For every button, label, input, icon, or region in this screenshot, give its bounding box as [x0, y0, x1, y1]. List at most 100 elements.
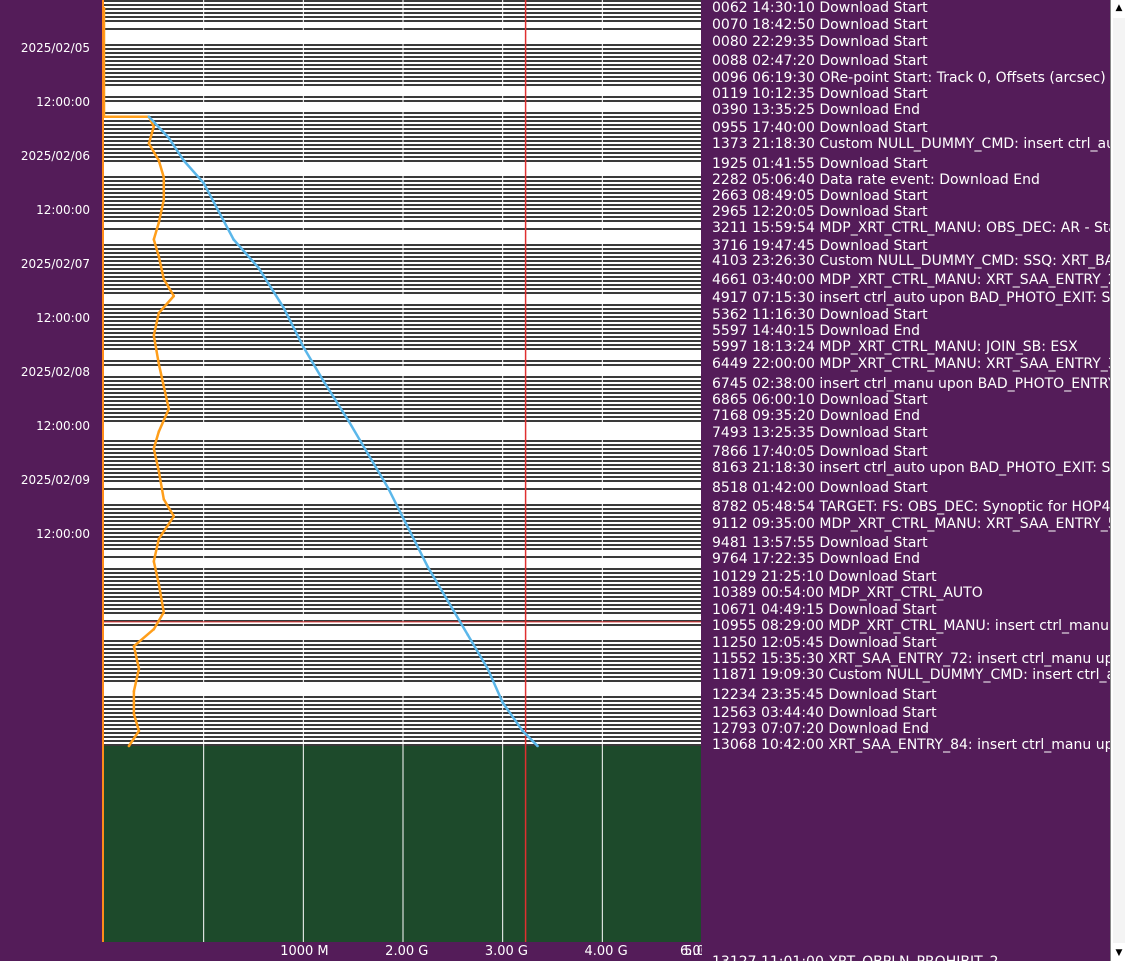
series-1-point — [157, 430, 161, 433]
log-entry[interactable]: 6865 06:00:10 Download Start — [712, 392, 928, 408]
x-axis: 1000 M2.00 G3.00 G4.00 G5.00 G6.00 G — [102, 942, 727, 961]
log-entry[interactable]: 0119 10:12:35 Download Start — [712, 86, 928, 102]
log-entry[interactable]: 0062 14:30:10 Download Start — [712, 0, 928, 16]
event-log-panel[interactable]: 0062 14:30:10 Download Start 0070 18:42:5… — [702, 0, 1110, 961]
series-2-point — [302, 345, 305, 349]
series-1-point — [162, 176, 166, 179]
series-1-point — [172, 294, 176, 298]
series-1-point — [172, 514, 176, 518]
log-entry[interactable]: 10955 08:29:00 MDP_XRT_CTRL_MANU: insert… — [712, 618, 1110, 634]
log-entry[interactable]: 2282 05:06:40 Data rate event: Download … — [712, 172, 1040, 188]
series-2-point — [466, 633, 470, 637]
log-entry[interactable]: 2663 08:49:05 Download Start — [712, 188, 928, 204]
log-entry[interactable]: 11871 19:09:30 Custom NULL_DUMMY_CMD: in… — [712, 667, 1110, 683]
plot-svg — [104, 0, 701, 942]
log-entry[interactable]: 6449 22:00:00 MDP_XRT_CTRL_MANU: XRT_SAA… — [712, 356, 1110, 372]
scrollbar-track[interactable] — [1113, 18, 1125, 943]
series-2-point — [282, 306, 285, 309]
series-2-point — [406, 526, 410, 529]
log-entry[interactable]: 8518 01:42:00 Download Start — [712, 480, 928, 496]
log-entry[interactable]: 9481 13:57:55 Download Start — [712, 535, 928, 551]
log-entry[interactable]: 10129 21:25:10 Download Start — [712, 569, 937, 585]
series-1-point — [152, 334, 156, 337]
series-1-point — [137, 729, 141, 733]
log-entry[interactable]: 4103 23:26:30 Custom NULL_DUMMY_CMD: SSQ… — [712, 253, 1110, 269]
log-entry[interactable]: 7493 13:25:35 Download Start — [712, 425, 928, 441]
arrow-down-icon[interactable]: ▼ — [1115, 948, 1123, 958]
series-2-point — [257, 266, 260, 270]
series-2-point — [366, 452, 370, 456]
log-entry[interactable]: 6745 02:38:00 insert ctrl_manu upon BAD_… — [712, 376, 1110, 392]
log-entry[interactable]: 4917 07:15:30 insert ctrl_auto upon BAD_… — [712, 290, 1110, 306]
log-entry[interactable]: 0955 17:40:00 Download Start — [712, 120, 928, 136]
series-2-point — [217, 210, 220, 213]
series-line-2 — [147, 115, 539, 747]
series-2-point — [426, 565, 430, 569]
series-2-point — [446, 599, 450, 603]
log-entry[interactable]: 10671 04:49:15 Download Start — [712, 602, 937, 618]
log-entry[interactable]: 0070 18:42:50 Download Start — [712, 17, 928, 33]
log-entry[interactable]: 12234 23:35:45 Download Start — [712, 687, 937, 703]
log-entry[interactable]: 8163 21:18:30 insert ctrl_auto upon BAD_… — [712, 460, 1110, 476]
series-1-point — [157, 255, 161, 258]
series-2-point — [346, 418, 350, 422]
log-entry[interactable]: 5597 14:40:15 Download End — [712, 323, 921, 339]
series-2-point — [182, 159, 186, 162]
log-entry[interactable]: 13068 10:42:00 XRT_SAA_ENTRY_84: insert … — [712, 737, 1110, 753]
series-1-point — [157, 469, 161, 473]
series-1-point — [132, 712, 136, 716]
time-axis-label: 2025/02/06 — [20, 149, 90, 163]
log-entry[interactable]: 0088 02:47:20 Download Start — [712, 53, 928, 69]
series-1-point — [127, 744, 131, 748]
log-entry[interactable]: 2965 12:20:05 Download Start — [712, 204, 928, 220]
series-1-point — [132, 644, 136, 648]
series-2-point — [147, 115, 151, 119]
log-entry[interactable]: 5997 18:13:24 MDP_XRT_CTRL_MANU: JOIN_SB… — [712, 339, 1078, 355]
time-axis-label: 2025/02/08 — [20, 365, 90, 379]
log-entry[interactable]: 12793 07:07:20 Download End — [712, 721, 929, 737]
series-1-point — [137, 667, 141, 671]
x-axis-tick-label: 1000 M — [280, 944, 329, 959]
log-entry[interactable]: 0080 22:29:35 Download Start — [712, 34, 928, 50]
series-1-point — [162, 610, 166, 614]
log-entry[interactable]: 0096 06:19:30 ORe-point Start: Track 0, … — [712, 70, 1110, 86]
log-entry[interactable]: 7168 09:35:20 Download End — [712, 408, 921, 424]
series-1-point — [152, 238, 156, 241]
log-entry[interactable]: 5362 11:16:30 Download Start — [712, 307, 928, 323]
log-entry[interactable]: 3211 15:59:54 MDP_XRT_CTRL_MANU: OBS_DEC… — [712, 220, 1110, 236]
x-axis-tick-label: 2.00 G — [385, 944, 429, 959]
log-entry[interactable]: 1373 21:18:30 Custom NULL_DUMMY_CMD: ins… — [712, 136, 1110, 152]
series-1-point — [132, 690, 136, 693]
series-2-point — [167, 136, 171, 140]
time-axis-label: 2025/02/05 — [20, 41, 90, 55]
time-axis-label: 12:00:00 — [36, 311, 90, 325]
log-entry[interactable]: 1925 01:41:55 Download Start — [712, 156, 928, 172]
time-axis-label: 12:00:00 — [36, 527, 90, 541]
log-entry[interactable]: 11250 12:05:45 Download Start — [712, 635, 937, 651]
log-entry[interactable]: 12563 03:44:40 Download Start — [712, 705, 937, 721]
series-1-point — [104, 6, 106, 10]
series-2-point — [321, 379, 325, 383]
arrow-up-icon[interactable]: ▲ — [1115, 3, 1123, 13]
log-entry[interactable]: 10389 00:54:00 MDP_XRT_CTRL_AUTO — [712, 585, 983, 601]
log-entry[interactable]: 13127 11:01:00 XRT_OBPLN_PROHIBIT_2 — [712, 954, 999, 961]
log-entry[interactable]: 9764 17:22:35 Download End — [712, 551, 921, 567]
series-2-point — [202, 181, 205, 185]
log-entry[interactable]: 11552 15:35:30 XRT_SAA_ENTRY_72: insert … — [712, 651, 1110, 667]
series-1-point — [152, 125, 156, 128]
log-scrollbar[interactable]: ▲ ▼ — [1110, 0, 1126, 961]
time-axis-label: 2025/02/07 — [20, 257, 90, 271]
series-1-point — [162, 385, 166, 388]
log-entry[interactable]: 7866 17:40:05 Download Start — [712, 444, 928, 460]
data-volume-plot[interactable] — [102, 0, 701, 942]
log-entry[interactable]: 0390 13:35:25 Download End — [712, 102, 921, 118]
log-entry[interactable]: 3716 19:47:45 Download Start — [712, 238, 928, 254]
series-1-point — [157, 311, 161, 315]
series-2-point — [486, 667, 490, 671]
series-1-point — [152, 447, 156, 450]
series-1-point — [157, 582, 161, 586]
log-entry[interactable]: 4661 03:40:00 MDP_XRT_CTRL_MANU: XRT_SAA… — [712, 272, 1110, 288]
log-entry[interactable]: 8782 05:48:54 TARGET: FS: OBS_DEC: Synop… — [712, 499, 1110, 515]
log-entry[interactable]: 9112 09:35:00 MDP_XRT_CTRL_MANU: XRT_SAA… — [712, 516, 1110, 532]
series-line-1 — [104, 8, 176, 747]
